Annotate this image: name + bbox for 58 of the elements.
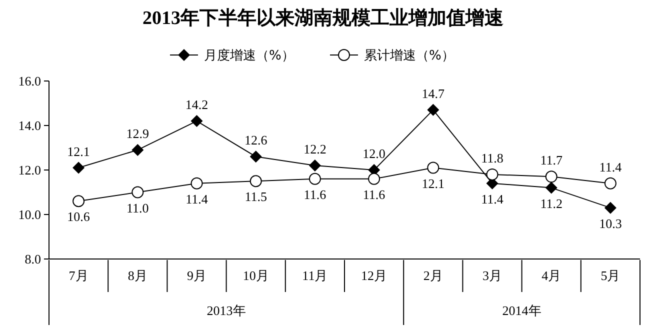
point	[72, 162, 85, 174]
data-label: 12.1	[67, 144, 90, 159]
data-label: 12.6	[244, 132, 268, 148]
point	[545, 182, 558, 194]
x-tick-label: 2月	[423, 268, 443, 284]
point	[250, 150, 262, 163]
x-tick-label: 4月	[542, 268, 562, 284]
point	[604, 202, 616, 214]
data-label: 11.2	[540, 196, 562, 211]
x-tick-label: 5月	[600, 268, 620, 284]
data-label: 10.6	[67, 209, 90, 224]
point	[368, 172, 380, 185]
data-label: 11.7	[540, 152, 563, 168]
y-tick-label: 16.0	[18, 74, 41, 89]
x-tick-label: 11月	[302, 268, 328, 284]
data-label: 12.1	[422, 176, 445, 191]
data-label: 11.6	[362, 186, 386, 202]
point	[132, 186, 144, 198]
point	[427, 104, 440, 116]
point	[190, 115, 203, 128]
legend-label: 月度增速（%）	[204, 48, 294, 64]
point	[486, 168, 498, 180]
point	[545, 170, 558, 183]
data-label: 12.2	[304, 142, 326, 157]
x-tick-label: 3月	[482, 268, 502, 284]
y-tick-label: 12.0	[18, 162, 41, 178]
data-label: 14.7	[422, 86, 446, 101]
data-label: 12.9	[126, 126, 150, 141]
data-label: 11.0	[126, 200, 149, 216]
data-label: 11.8	[481, 150, 504, 166]
data-label: 11.6	[304, 186, 327, 202]
x-tick-label: 7月	[68, 268, 88, 284]
data-label: 10.3	[599, 216, 622, 231]
y-tick-label: 10.0	[18, 207, 41, 222]
data-label: 14.2	[185, 97, 208, 112]
data-label: 11.4	[599, 159, 622, 174]
x-tick-label: 8月	[128, 268, 148, 284]
y-tick-label: 8.0	[24, 252, 41, 267]
data-label: 11.4	[186, 191, 208, 206]
point	[72, 195, 85, 208]
point	[132, 144, 144, 156]
data-label: 11.5	[244, 189, 267, 204]
x-tick-label: 9月	[187, 268, 206, 284]
legend-label: 累计增速（%）	[364, 48, 454, 64]
point	[308, 160, 321, 172]
x-tick-label: 12月	[361, 268, 388, 284]
text: 2014年	[502, 303, 542, 318]
text: 2013年	[206, 303, 246, 318]
point	[427, 162, 440, 174]
y-tick-label: 14.0	[18, 118, 41, 134]
point	[308, 172, 321, 185]
point	[250, 175, 262, 188]
point	[190, 177, 203, 190]
chart-title: 2013年下半年以来湖南规模工业增加值增速	[142, 7, 504, 29]
data-label: 12.0	[362, 146, 386, 161]
data-label: 11.4	[481, 191, 504, 206]
x-tick-label: 10月	[242, 268, 269, 284]
point	[604, 177, 616, 190]
